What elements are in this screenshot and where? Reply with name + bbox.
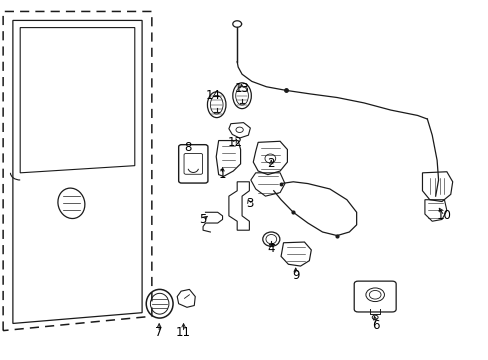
Text: 12: 12 — [227, 136, 242, 149]
Text: 7: 7 — [155, 326, 163, 339]
Text: 10: 10 — [436, 210, 451, 222]
Text: 6: 6 — [372, 319, 379, 332]
Text: 11: 11 — [176, 326, 191, 339]
Text: 13: 13 — [234, 82, 249, 95]
Text: 5: 5 — [199, 213, 206, 226]
Text: 3: 3 — [245, 197, 253, 210]
Text: 9: 9 — [291, 269, 299, 282]
Text: 1: 1 — [218, 168, 226, 181]
Text: 4: 4 — [267, 242, 275, 255]
Text: 8: 8 — [184, 141, 192, 154]
Text: 2: 2 — [267, 157, 275, 170]
Text: 14: 14 — [205, 89, 220, 102]
